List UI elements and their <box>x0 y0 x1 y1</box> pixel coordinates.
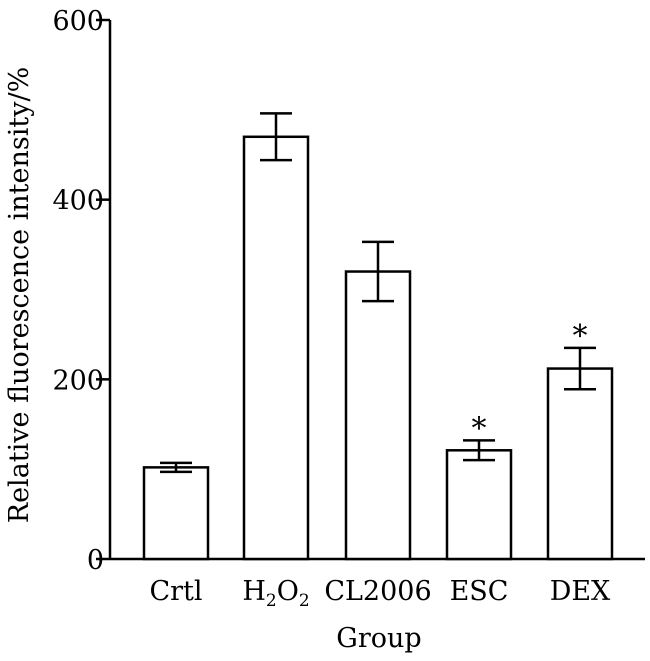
x-axis-title: Group <box>336 623 421 654</box>
x-tick-label: CL2006 <box>324 576 431 607</box>
x-tick-label: Crtl <box>149 576 202 607</box>
significance-marker: * <box>573 319 588 354</box>
y-tick-label: 600 <box>52 6 104 37</box>
bar-cl2006 <box>344 270 412 561</box>
y-tick-label: 400 <box>52 186 104 217</box>
y-tick-label: 200 <box>52 365 104 396</box>
significance-marker: * <box>472 411 487 446</box>
y-tick-label: 0 <box>87 545 104 576</box>
bar-esc <box>445 449 513 561</box>
x-tick-label: DEX <box>550 576 611 607</box>
y-axis-title: Relative fluorescence intensity/% <box>4 67 35 524</box>
y-ticks: 0 200 400 600 <box>52 6 110 576</box>
bar-crtl <box>142 466 210 561</box>
x-tick-label: H2O2 <box>242 576 309 611</box>
bars: ** <box>142 112 614 561</box>
x-tick-label: ESC <box>450 576 509 607</box>
bar-dex <box>546 367 614 561</box>
x-tick-labels: Crtl H2O2 CL2006 ESC DEX <box>149 576 611 611</box>
bar-h2o2 <box>242 135 310 561</box>
